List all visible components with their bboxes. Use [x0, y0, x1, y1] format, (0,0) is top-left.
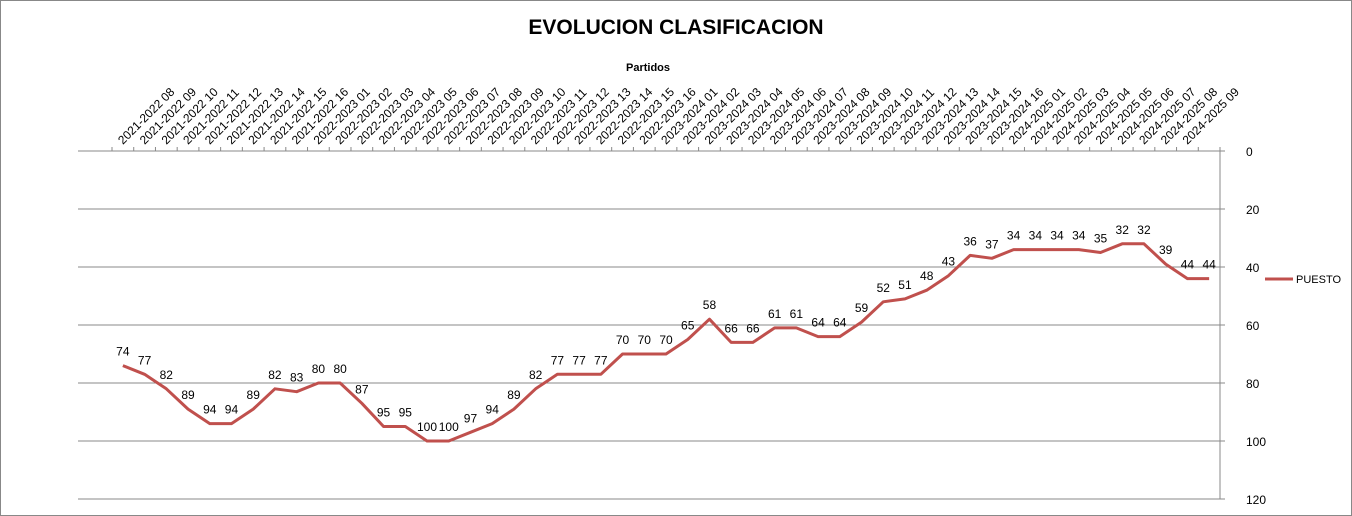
data-label: 94	[486, 403, 500, 417]
data-label: 51	[898, 278, 912, 292]
chart-title: EVOLUCION CLASIFICACION	[528, 16, 823, 39]
data-label: 32	[1116, 223, 1130, 237]
data-label: 82	[160, 368, 174, 382]
data-label: 70	[638, 333, 652, 347]
y-tick-label: 100	[1246, 435, 1266, 449]
data-label: 66	[724, 321, 738, 335]
y-tick-label: 20	[1246, 203, 1260, 217]
data-label: 34	[1050, 229, 1064, 243]
data-label: 77	[572, 353, 586, 367]
data-label: 44	[1181, 258, 1195, 272]
data-label: 34	[1007, 229, 1021, 243]
y-tick-label: 0	[1246, 145, 1253, 159]
data-label: 34	[1029, 229, 1043, 243]
data-label: 82	[529, 368, 543, 382]
y-tick-label: 120	[1246, 493, 1266, 507]
data-label: 89	[181, 388, 195, 402]
data-label: 65	[681, 319, 695, 333]
data-label: 80	[333, 362, 347, 376]
data-label: 70	[616, 333, 630, 347]
data-label: 100	[417, 420, 437, 434]
data-label: 77	[551, 353, 565, 367]
data-label: 43	[942, 255, 956, 269]
data-label: 48	[920, 269, 934, 283]
data-label: 89	[507, 388, 521, 402]
series-line	[122, 242, 1210, 443]
data-label: 44	[1202, 258, 1216, 272]
data-label: 35	[1094, 232, 1108, 246]
data-label: 94	[203, 403, 217, 417]
data-label: 52	[877, 281, 891, 295]
data-label: 61	[790, 307, 804, 321]
y-tick-label: 80	[1246, 377, 1260, 391]
data-label: 61	[768, 307, 782, 321]
data-label: 34	[1072, 229, 1086, 243]
data-label: 70	[659, 333, 673, 347]
data-label: 64	[833, 316, 847, 330]
y-tick-label: 60	[1246, 319, 1260, 333]
data-label: 77	[138, 353, 152, 367]
data-label: 39	[1159, 243, 1173, 257]
data-label: 59	[855, 301, 869, 315]
data-label: 36	[963, 234, 977, 248]
data-label: 77	[594, 353, 608, 367]
data-label: 37	[985, 237, 999, 251]
data-label: 32	[1137, 223, 1151, 237]
x-axis-title: Partidos	[626, 62, 670, 74]
data-label: 89	[247, 388, 261, 402]
data-label: 83	[290, 371, 304, 385]
data-label: 95	[377, 406, 391, 420]
data-label: 87	[355, 382, 369, 396]
data-label: 80	[312, 362, 326, 376]
data-label: 58	[703, 298, 717, 312]
data-label: 64	[811, 316, 825, 330]
data-label: 100	[439, 420, 459, 434]
data-label: 94	[225, 403, 239, 417]
legend-label: PUESTO	[1296, 274, 1341, 286]
data-label: 82	[268, 368, 282, 382]
data-label: 95	[399, 406, 413, 420]
y-tick-label: 40	[1246, 261, 1260, 275]
data-label: 74	[116, 345, 130, 359]
data-label: 97	[464, 411, 478, 425]
data-label: 66	[746, 321, 760, 335]
